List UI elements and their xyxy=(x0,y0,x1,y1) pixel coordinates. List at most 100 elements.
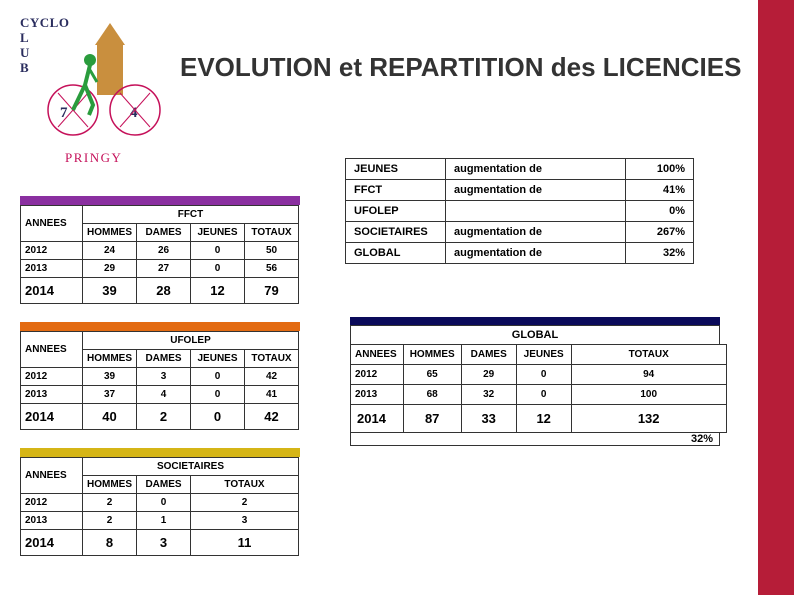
cell: 1 xyxy=(137,512,191,530)
page-title: EVOLUTION et REPARTITION des LICENCIES xyxy=(180,52,741,83)
cell: 40 xyxy=(83,404,137,430)
summary-mid: augmentation de xyxy=(446,243,626,264)
cell: 3 xyxy=(191,512,299,530)
logo-u: U xyxy=(20,45,29,61)
ufolep-title: UFOLEP xyxy=(83,332,299,350)
year: 2012 xyxy=(21,242,83,260)
ffct-bar xyxy=(20,196,300,205)
table-row-highlight: 2014873312132 xyxy=(351,405,727,433)
ffct-title: FFCT xyxy=(83,206,299,224)
table-row: 20132927056 xyxy=(21,260,299,278)
soc-bar xyxy=(20,448,300,457)
summary-label: JEUNES xyxy=(346,159,446,180)
col: TOTAUX xyxy=(191,476,299,494)
cell: 0 xyxy=(191,260,245,278)
summary-mid xyxy=(446,201,626,222)
logo-icon xyxy=(35,15,165,145)
year: 2012 xyxy=(21,368,83,386)
cell: 29 xyxy=(461,365,516,385)
year: 2013 xyxy=(21,386,83,404)
col: JEUNES xyxy=(191,350,245,368)
logo: CYCLO L U B 7 4 PRINGY xyxy=(20,15,165,170)
col-annees: ANNEES xyxy=(21,332,83,368)
logo-pringy: PRINGY xyxy=(65,150,122,166)
table-row: SOCIETAIRESaugmentation de267% xyxy=(346,222,694,243)
cell: 87 xyxy=(403,405,461,433)
cell: 39 xyxy=(83,368,137,386)
table-row: 2012202 xyxy=(21,494,299,512)
cell: 3 xyxy=(137,368,191,386)
col: TOTAUX xyxy=(571,345,726,365)
summary-label: SOCIETAIRES xyxy=(346,222,446,243)
cell: 56 xyxy=(245,260,299,278)
global-zone: GLOBAL ANNEES HOMMES DAMES JEUNES TOTAUX… xyxy=(350,325,727,446)
cell: 132 xyxy=(571,405,726,433)
year: 2012 xyxy=(351,365,404,385)
cell: 29 xyxy=(83,260,137,278)
cell: 26 xyxy=(137,242,191,260)
ufolep-bar xyxy=(20,322,300,331)
soc-title: SOCIETAIRES xyxy=(83,458,299,476)
cell: 4 xyxy=(137,386,191,404)
table-row: UFOLEP0% xyxy=(346,201,694,222)
summary-val: 267% xyxy=(626,222,694,243)
cell: 100 xyxy=(571,385,726,405)
cell: 2 xyxy=(191,494,299,512)
col: JEUNES xyxy=(191,224,245,242)
cell: 39 xyxy=(83,278,137,304)
summary-mid: augmentation de xyxy=(446,222,626,243)
year: 2014 xyxy=(21,530,83,556)
year: 2014 xyxy=(21,404,83,430)
soc-table: ANNEES SOCIETAIRES HOMMESDAMESTOTAUX 201… xyxy=(20,457,299,556)
col: DAMES xyxy=(137,224,191,242)
cell: 28 xyxy=(137,278,191,304)
ffct-table: ANNEES FFCT HOMMESDAMESJEUNESTOTAUX 2012… xyxy=(20,205,299,304)
year: 2013 xyxy=(21,512,83,530)
col: HOMMES xyxy=(83,350,137,368)
cell: 12 xyxy=(516,405,571,433)
table-row: 201368320100 xyxy=(351,385,727,405)
cell: 50 xyxy=(245,242,299,260)
table-row: 2013374041 xyxy=(21,386,299,404)
table-row-highlight: 201439281279 xyxy=(21,278,299,304)
table-row: 2013213 xyxy=(21,512,299,530)
cell: 11 xyxy=(191,530,299,556)
col: HOMMES xyxy=(83,224,137,242)
summary-table: JEUNESaugmentation de100% FFCTaugmentati… xyxy=(345,158,694,264)
year: 2013 xyxy=(351,385,404,405)
cell: 0 xyxy=(191,404,245,430)
summary-val: 100% xyxy=(626,159,694,180)
table-row: JEUNESaugmentation de100% xyxy=(346,159,694,180)
logo-l: L xyxy=(20,30,29,46)
cell: 32 xyxy=(461,385,516,405)
summary-mid: augmentation de xyxy=(446,180,626,201)
cell: 42 xyxy=(245,404,299,430)
cell: 12 xyxy=(191,278,245,304)
global-title: GLOBAL xyxy=(350,325,720,345)
cell: 0 xyxy=(516,365,571,385)
cell: 27 xyxy=(137,260,191,278)
cell: 0 xyxy=(191,386,245,404)
table-row-highlight: 20148311 xyxy=(21,530,299,556)
logo-b: B xyxy=(20,60,29,76)
cell: 94 xyxy=(571,365,726,385)
cell: 3 xyxy=(137,530,191,556)
summary-label: GLOBAL xyxy=(346,243,446,264)
ufolep-table-wrap: ANNEES UFOLEP HOMMESDAMESJEUNESTOTAUX 20… xyxy=(20,331,299,452)
summary-val: 41% xyxy=(626,180,694,201)
summary-label: FFCT xyxy=(346,180,446,201)
cell: 2 xyxy=(83,494,137,512)
col: DAMES xyxy=(461,345,516,365)
soc-table-wrap: ANNEES SOCIETAIRES HOMMESDAMESTOTAUX 201… xyxy=(20,457,299,578)
cell: 65 xyxy=(403,365,461,385)
table-row: 20126529094 xyxy=(351,365,727,385)
col-annees: ANNEES xyxy=(21,206,83,242)
col: JEUNES xyxy=(516,345,571,365)
cell: 0 xyxy=(137,494,191,512)
summary-val: 32% xyxy=(626,243,694,264)
col-annees: ANNEES xyxy=(21,458,83,494)
summary-mid: augmentation de xyxy=(446,159,626,180)
year: 2014 xyxy=(351,405,404,433)
cell: 41 xyxy=(245,386,299,404)
col: DAMES xyxy=(137,350,191,368)
